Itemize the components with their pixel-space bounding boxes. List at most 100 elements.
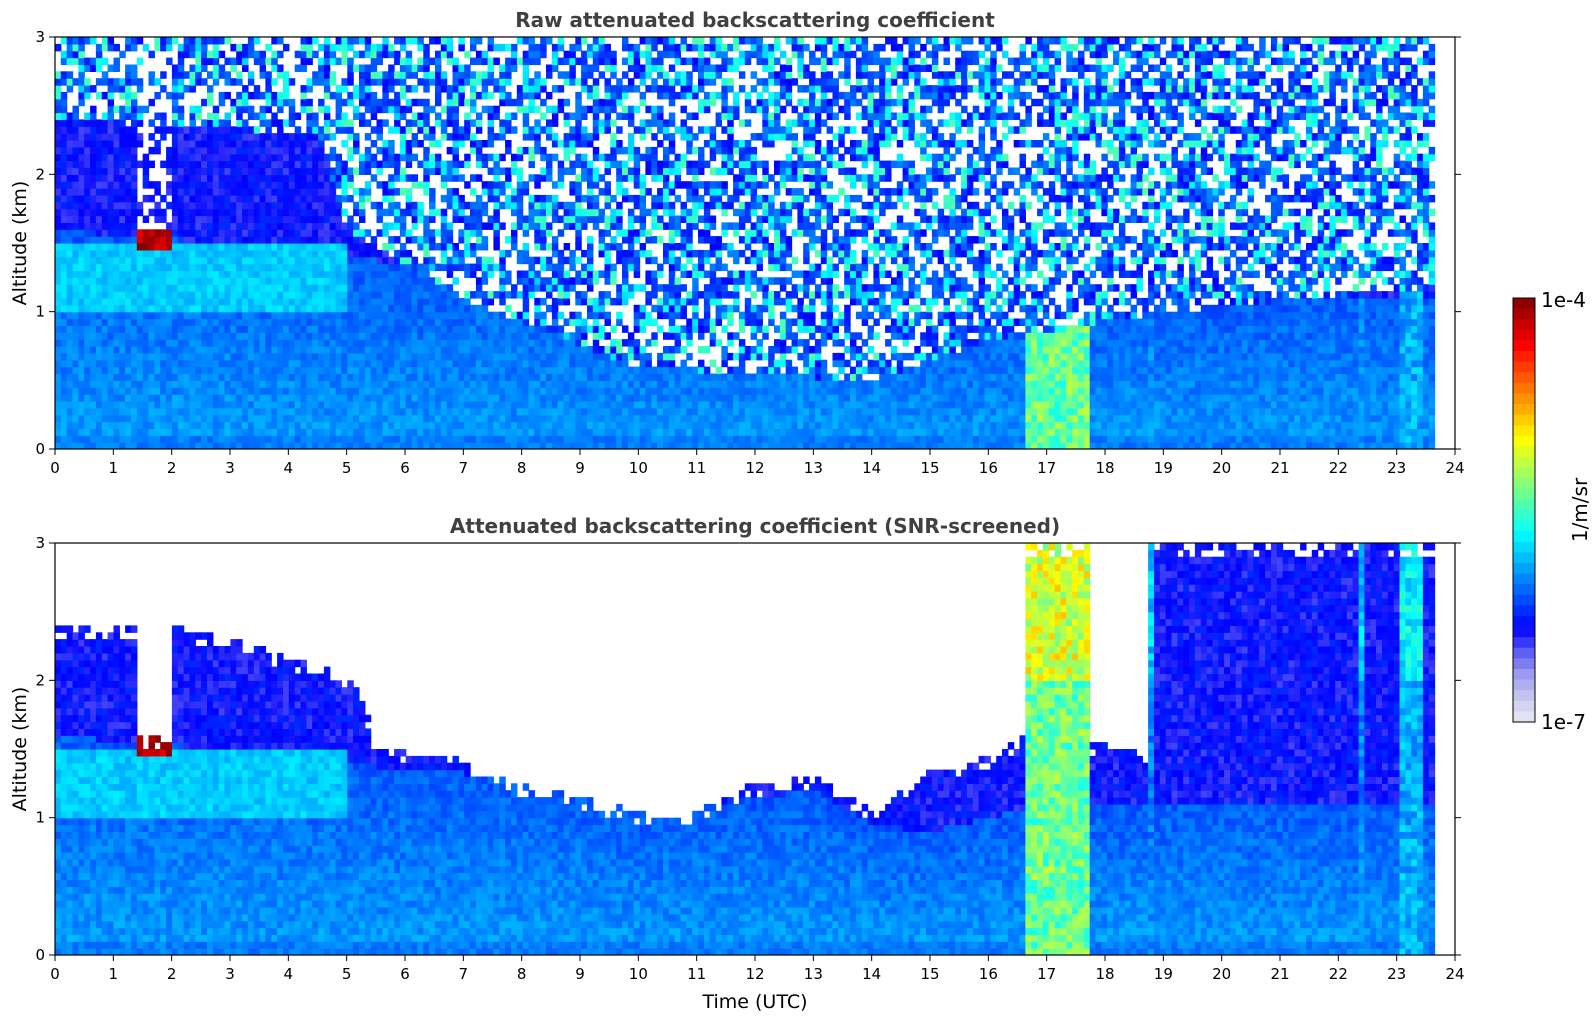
raw-heatmap-cell [101, 394, 109, 402]
raw-heatmap-cell [522, 119, 530, 127]
raw-heatmap-cell [271, 215, 278, 223]
raw-heatmap-cell [113, 160, 120, 169]
raw-heatmap-cell [522, 243, 530, 251]
raw-heatmap-cell [563, 119, 571, 127]
raw-heatmap-cell [84, 380, 91, 388]
raw-heatmap-cell [557, 140, 565, 148]
raw-heatmap-cell [598, 188, 606, 196]
raw-heatmap-cell [271, 407, 278, 416]
raw-heatmap-cell [212, 229, 220, 237]
raw-heatmap-cell [90, 373, 97, 381]
raw-heatmap-cell [323, 71, 331, 79]
raw-heatmap-cell [212, 57, 220, 66]
raw-heatmap-cell [359, 380, 366, 388]
raw-heatmap-cell [107, 64, 115, 72]
raw-heatmap-cell [522, 105, 530, 114]
raw-heatmap-cell [55, 394, 62, 402]
raw-heatmap-cell [84, 215, 91, 223]
raw-heatmap-cell [347, 359, 354, 368]
raw-heatmap-cell [540, 263, 547, 272]
raw-heatmap-cell [411, 414, 419, 423]
raw-heatmap-cell [435, 50, 442, 59]
raw-heatmap-cell [452, 243, 459, 251]
raw-heatmap-cell [107, 249, 115, 258]
raw-heatmap-cell [499, 373, 506, 381]
raw-heatmap-cell [212, 332, 220, 340]
raw-heatmap-cell [610, 194, 617, 203]
raw-heatmap-cell [323, 181, 331, 189]
raw-heatmap-cell [405, 160, 413, 169]
raw-heatmap-cell [101, 188, 109, 196]
raw-heatmap-cell [493, 380, 500, 388]
raw-heatmap-cell [224, 304, 231, 313]
raw-heatmap-cell [429, 352, 436, 361]
raw-heatmap-cell [622, 400, 629, 409]
raw-heatmap-cell [259, 222, 267, 230]
raw-heatmap-cell [166, 229, 173, 237]
raw-heatmap-cell [148, 71, 155, 79]
raw-heatmap-cell [376, 373, 383, 381]
raw-heatmap-cell [101, 318, 109, 326]
raw-heatmap-cell [516, 380, 524, 388]
raw-heatmap-cell [212, 140, 220, 148]
raw-heatmap-cell [528, 291, 535, 299]
raw-heatmap-cell [230, 442, 237, 449]
raw-heatmap-cell [201, 352, 208, 361]
raw-heatmap-cell [551, 43, 559, 52]
raw-heatmap-cell [55, 167, 62, 175]
raw-heatmap-cell [364, 366, 372, 375]
raw-heatmap-cell [242, 98, 249, 107]
raw-heatmap-cell [166, 435, 173, 443]
raw-heatmap-cell [359, 421, 366, 429]
raw-heatmap-cell [423, 160, 430, 169]
raw-heatmap-cell [78, 304, 85, 313]
raw-heatmap-cell [212, 428, 220, 436]
raw-heatmap-cell [201, 229, 208, 237]
raw-heatmap-cell [563, 50, 571, 59]
raw-heatmap-cell [452, 146, 459, 155]
raw-heatmap-cell [183, 291, 191, 299]
raw-heatmap-cell [90, 140, 97, 148]
raw-heatmap-cell [417, 442, 424, 449]
raw-heatmap-cell [505, 407, 512, 416]
raw-heatmap-cell [148, 249, 155, 258]
raw-heatmap-cell [84, 140, 91, 148]
raw-heatmap-cell [195, 297, 202, 306]
raw-heatmap-cell [341, 394, 348, 402]
raw-heatmap-cell [423, 215, 430, 223]
raw-heatmap-cell [399, 325, 407, 333]
raw-heatmap-cell [72, 407, 79, 416]
raw-heatmap-cell [622, 57, 629, 66]
raw-heatmap-cell [639, 407, 647, 416]
raw-heatmap-cell [405, 201, 413, 210]
raw-heatmap-cell [131, 421, 138, 429]
raw-heatmap-cell [107, 400, 115, 409]
raw-heatmap-cell [218, 243, 226, 251]
raw-heatmap-cell [218, 215, 226, 223]
raw-heatmap-cell [388, 188, 395, 196]
raw-heatmap-cell [598, 366, 606, 375]
raw-heatmap-cell [540, 318, 547, 326]
raw-heatmap-cell [429, 215, 436, 223]
raw-heatmap-cell [323, 85, 331, 93]
raw-heatmap-cell [569, 112, 576, 120]
raw-heatmap-cell [207, 325, 214, 333]
raw-heatmap-cell [271, 311, 278, 320]
raw-heatmap-cell [528, 43, 535, 52]
raw-heatmap-cell [288, 359, 296, 368]
raw-heatmap-cell [353, 352, 360, 361]
raw-heatmap-cell [195, 332, 202, 340]
raw-heatmap-cell [394, 50, 401, 59]
raw-heatmap-cell [306, 304, 313, 313]
raw-heatmap-cell [224, 332, 231, 340]
raw-heatmap-cell [195, 153, 202, 162]
raw-heatmap-cell [283, 188, 290, 196]
raw-heatmap-cell [277, 229, 284, 237]
raw-heatmap-cell [113, 277, 120, 285]
raw-heatmap-cell [201, 78, 208, 86]
raw-heatmap-cell [323, 332, 331, 340]
raw-heatmap-cell [382, 435, 389, 443]
raw-heatmap-cell [207, 188, 214, 196]
raw-heatmap-cell [131, 373, 138, 381]
raw-heatmap-cell [382, 284, 389, 292]
